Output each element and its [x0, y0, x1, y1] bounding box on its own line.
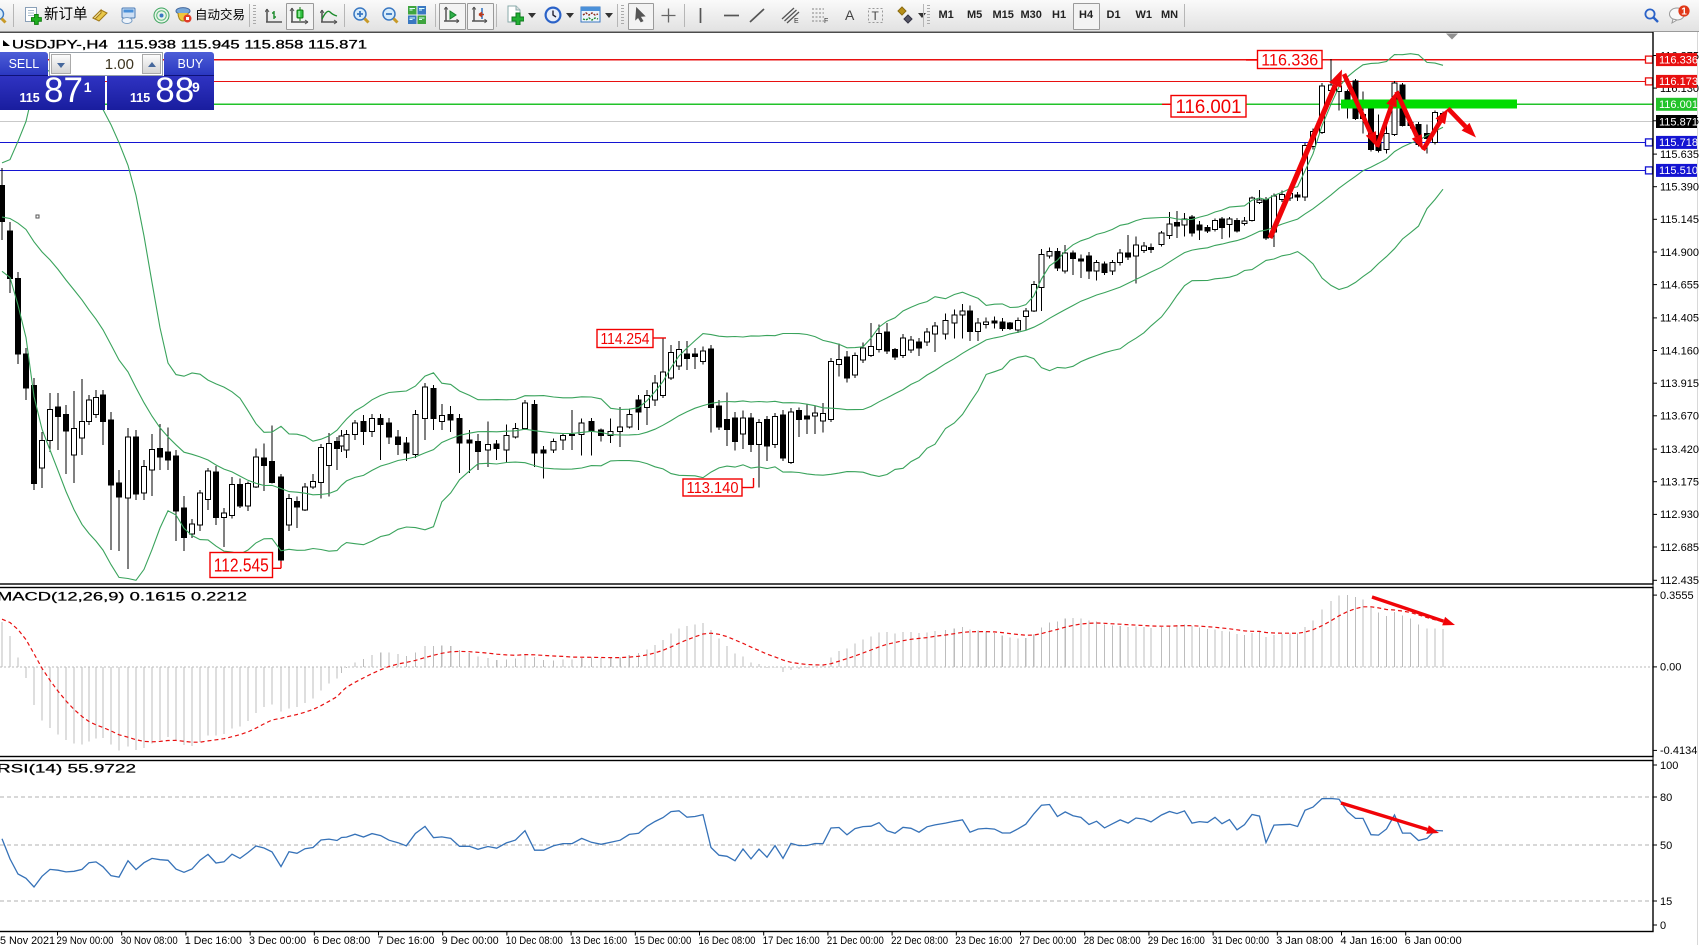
svg-text:30 Nov 08:00: 30 Nov 08:00: [121, 935, 178, 945]
svg-text:116.001: 116.001: [1659, 99, 1698, 111]
svg-text:115.510: 115.510: [1659, 165, 1698, 177]
svg-text:23 Dec 16:00: 23 Dec 16:00: [955, 935, 1012, 945]
svg-text:115.718: 115.718: [1659, 137, 1698, 149]
svg-text:T: T: [872, 9, 880, 23]
svg-text:116.336: 116.336: [1659, 54, 1698, 66]
svg-text:6 Jan 00:00: 6 Jan 00:00: [1405, 935, 1462, 945]
svg-text:115.871: 115.871: [1659, 116, 1698, 128]
svg-text:0: 0: [1660, 920, 1666, 932]
svg-text:116.001: 116.001: [1176, 97, 1242, 118]
svg-text:112.685: 112.685: [1660, 542, 1699, 554]
svg-text:112.435: 112.435: [1660, 575, 1699, 587]
svg-text:115.390: 115.390: [1660, 182, 1699, 194]
svg-text:1: 1: [1681, 7, 1687, 18]
svg-text:MACD(12,26,9) 0.1615 0.2212: MACD(12,26,9) 0.1615 0.2212: [0, 590, 247, 604]
svg-text:9 Dec 00:00: 9 Dec 00:00: [442, 935, 499, 945]
svg-text:29 Nov 00:00: 29 Nov 00:00: [57, 935, 114, 945]
svg-text:RSI(14) 55.9722: RSI(14) 55.9722: [0, 762, 137, 776]
svg-text:27 Dec 00:00: 27 Dec 00:00: [1020, 935, 1077, 945]
svg-text:-0.4134: -0.4134: [1660, 745, 1697, 757]
svg-text:116.336: 116.336: [1261, 51, 1318, 69]
svg-text:21 Dec 00:00: 21 Dec 00:00: [827, 935, 884, 945]
svg-text:0.00: 0.00: [1660, 662, 1681, 674]
svg-text:1 Dec 16:00: 1 Dec 16:00: [185, 935, 242, 945]
svg-text:22 Dec 08:00: 22 Dec 08:00: [891, 935, 948, 945]
svg-text:114.900: 114.900: [1660, 247, 1699, 259]
svg-text:116.173: 116.173: [1659, 76, 1698, 88]
svg-text:5 Nov 2021: 5 Nov 2021: [0, 935, 55, 945]
svg-text:10 Dec 08:00: 10 Dec 08:00: [506, 935, 563, 945]
svg-text:114.655: 114.655: [1660, 279, 1699, 291]
svg-text:115.145: 115.145: [1660, 214, 1699, 226]
svg-text:3 Jan 08:00: 3 Jan 08:00: [1276, 935, 1333, 945]
svg-text:114.405: 114.405: [1660, 313, 1699, 325]
svg-text:112.930: 112.930: [1660, 509, 1699, 521]
svg-text:6 Dec 08:00: 6 Dec 08:00: [313, 935, 370, 945]
svg-text:113.420: 113.420: [1660, 444, 1699, 456]
svg-text:4 Jan 16:00: 4 Jan 16:00: [1341, 935, 1398, 945]
svg-text:113.175: 113.175: [1660, 477, 1699, 489]
svg-text:3 Dec 00:00: 3 Dec 00:00: [249, 935, 306, 945]
svg-text:A: A: [845, 7, 855, 23]
svg-text:114.160: 114.160: [1660, 345, 1699, 357]
svg-text:80: 80: [1660, 792, 1672, 804]
svg-text:113.140: 113.140: [687, 480, 739, 497]
svg-text:0.3555: 0.3555: [1660, 590, 1694, 602]
svg-text:115.635: 115.635: [1660, 149, 1699, 161]
svg-text:31 Dec 00:00: 31 Dec 00:00: [1212, 935, 1269, 945]
svg-text:114.254: 114.254: [601, 331, 650, 348]
svg-text:13 Dec 16:00: 13 Dec 16:00: [570, 935, 627, 945]
svg-text:F: F: [824, 18, 828, 25]
svg-text:E: E: [794, 18, 799, 25]
svg-text:113.915: 113.915: [1660, 378, 1699, 390]
svg-text:15: 15: [1660, 896, 1672, 908]
svg-text:50: 50: [1660, 840, 1672, 852]
svg-text:100: 100: [1660, 760, 1678, 772]
svg-text:15 Dec 00:00: 15 Dec 00:00: [634, 935, 691, 945]
svg-text:112.545: 112.545: [214, 555, 269, 575]
svg-text:28 Dec 08:00: 28 Dec 08:00: [1084, 935, 1141, 945]
svg-text:7 Dec 16:00: 7 Dec 16:00: [378, 935, 435, 945]
svg-text:113.670: 113.670: [1660, 411, 1699, 423]
svg-text:USDJPY-,H4 115.938 115.945 11: USDJPY-,H4 115.938 115.945 115.858 115.8…: [12, 38, 367, 52]
svg-text:29 Dec 16:00: 29 Dec 16:00: [1148, 935, 1205, 945]
svg-text:16 Dec 08:00: 16 Dec 08:00: [699, 935, 756, 945]
svg-text:17 Dec 16:00: 17 Dec 16:00: [763, 935, 820, 945]
